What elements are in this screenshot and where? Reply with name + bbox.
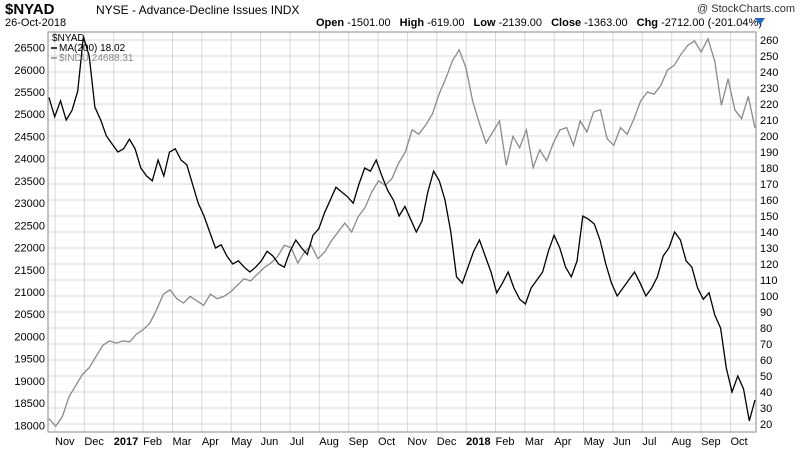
right-tick-label: 120 [760, 259, 778, 271]
left-tick-label: 26500 [14, 43, 45, 55]
x-tick-label: Jul [290, 436, 304, 448]
left-tick-label: 24500 [14, 131, 45, 143]
right-tick-label: 200 [760, 131, 778, 143]
left-tick-label: 19500 [14, 354, 45, 366]
x-tick-label: Apr [202, 436, 219, 448]
left-tick-label: 22500 [14, 220, 45, 232]
left-tick-label: 20500 [14, 309, 45, 321]
legend-entry: MA(200) 18.02 [59, 43, 126, 54]
right-tick-label: 90 [760, 307, 772, 319]
left-tick-label: 23500 [14, 176, 45, 188]
left-tick-label: 24000 [14, 154, 45, 166]
x-tick-label: May [584, 436, 605, 448]
right-tick-label: 150 [760, 211, 778, 223]
stockcharts-credit: @ StockCharts.com [697, 3, 795, 15]
right-tick-label: 100 [760, 291, 778, 303]
right-tick-label: 230 [760, 83, 778, 95]
right-tick-label: 220 [760, 99, 778, 111]
left-tick-label: 19000 [14, 376, 45, 388]
quote-close-value: -1363.00 [584, 17, 628, 29]
right-tick-label: 180 [760, 163, 778, 175]
right-tick-label: 190 [760, 147, 778, 159]
right-tick-label: 110 [760, 275, 778, 287]
quote-summary: Open -1501.00 High -619.00 Low -2139.00 … [310, 17, 762, 29]
right-tick-label: 170 [760, 179, 778, 191]
quote-chg-value: -2712.00 (-201.04%) [661, 17, 762, 29]
x-tick-label: Oct [730, 436, 747, 448]
right-tick-label: 250 [760, 51, 778, 63]
x-tick-label: Jun [613, 436, 631, 448]
x-tick-label: Nov [407, 436, 427, 448]
symbol-description: NYSE - Advance-Decline Issues INDX [96, 3, 300, 17]
x-tick-label: Apr [554, 436, 571, 448]
x-tick-label: Jun [261, 436, 279, 448]
x-tick-label: Feb [143, 436, 162, 448]
x-tick-label: Mar [172, 436, 191, 448]
right-tick-label: 60 [760, 355, 772, 367]
right-tick-label: 140 [760, 227, 778, 239]
legend-entry: $INDU 24688.31 [59, 53, 134, 64]
right-tick-label: 210 [760, 115, 778, 127]
left-axis-tick-labels: 18000 18500 19000 19500 20000 20500 21000 21500… [14, 43, 45, 433]
right-tick-label: 40 [760, 387, 772, 399]
x-tick-label: Nov [55, 436, 75, 448]
left-tick-label: 25000 [14, 109, 45, 121]
left-tick-label: 25500 [14, 87, 45, 99]
x-tick-label: Aug [672, 436, 692, 448]
symbol-title: $NYAD [5, 1, 55, 18]
quote-low-value: -2139.00 [498, 17, 543, 29]
chart-header: $NYAD NYSE - Advance-Decline Issues INDX… [0, 0, 800, 32]
plot-frame [47, 31, 757, 433]
x-tick-label: 2018 [466, 436, 490, 448]
left-tick-label: 22000 [14, 243, 45, 255]
x-tick-label: Dec [84, 436, 104, 448]
quote-high-value: -619.00 [427, 17, 465, 29]
series-line-nyad [48, 36, 756, 421]
right-axis-tick-labels: 20 30 40 50 60 70 80 90 100 110 120 130 140 150 160 170… [760, 35, 778, 431]
chart-date: 26-Oct-2018 [5, 17, 67, 29]
quote-chg-label: Chg [636, 17, 659, 29]
x-tick-label: 2017 [114, 436, 138, 448]
left-tick-label: 26000 [14, 65, 45, 77]
left-tick-label: 20000 [14, 331, 45, 343]
left-tick-label: 18000 [14, 420, 45, 432]
x-tick-label: Sep [349, 436, 369, 448]
right-tick-label: 80 [760, 323, 772, 335]
x-tick-label: Feb [496, 436, 515, 448]
quote-open-value: -1501.00 [347, 17, 391, 29]
quote-low-label: Low [473, 17, 496, 29]
right-tick-label: 130 [760, 243, 778, 255]
x-tick-label: May [231, 436, 252, 448]
x-tick-label: Aug [319, 436, 339, 448]
right-tick-label: 260 [760, 35, 778, 47]
left-tick-label: 21000 [14, 287, 45, 299]
quote-open-label: Open [315, 17, 345, 29]
right-tick-label: 160 [760, 195, 778, 207]
legend-entry: $NYAD [52, 33, 85, 44]
dropdown-caret-icon[interactable] [755, 18, 765, 25]
x-tick-label: Sep [701, 436, 721, 448]
right-tick-label: 50 [760, 371, 772, 383]
series-line-indu [48, 36, 756, 428]
x-tick-label: Mar [525, 436, 544, 448]
left-tick-label: 23000 [14, 198, 45, 210]
left-tick-label: 18500 [14, 398, 45, 410]
right-tick-label: 30 [760, 403, 772, 415]
quote-high-label: High [399, 17, 425, 29]
right-tick-label: 70 [760, 339, 772, 351]
quote-close-label: Close [551, 17, 582, 29]
x-axis-tick-labels: Nov Dec 2017 Feb Mar Apr May Jun Jul Aug Sep Oct Nov… [55, 436, 748, 448]
right-tick-label: 240 [760, 67, 778, 79]
grid-lines [48, 32, 756, 432]
right-tick-label: 20 [760, 419, 772, 431]
x-tick-label: Jul [642, 436, 656, 448]
left-tick-label: 21500 [14, 265, 45, 277]
x-tick-label: Oct [378, 436, 395, 448]
x-tick-label: Dec [437, 436, 457, 448]
